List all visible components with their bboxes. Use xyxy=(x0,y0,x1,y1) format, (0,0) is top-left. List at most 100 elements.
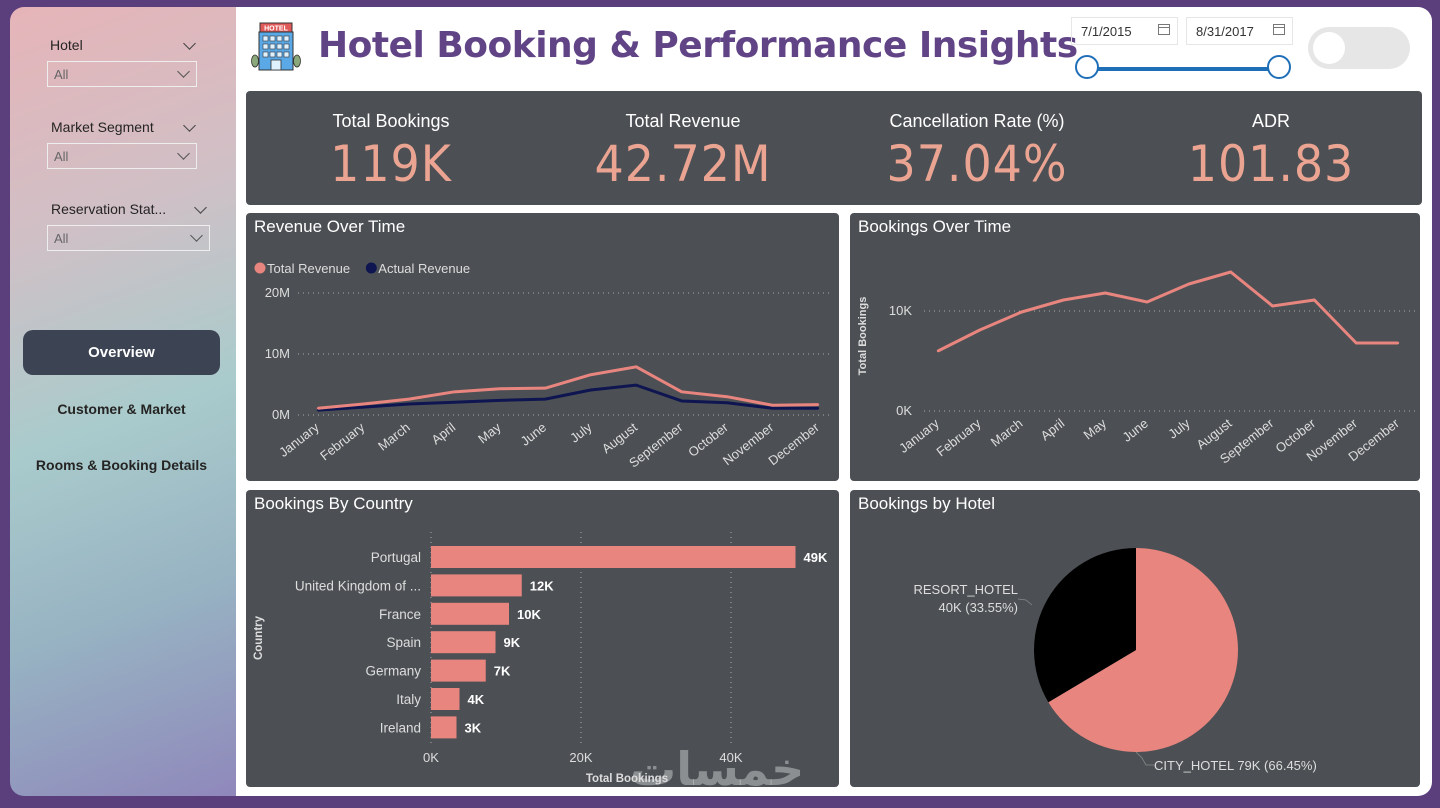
date-range-slider-track[interactable] xyxy=(1088,67,1278,71)
y-axis-title: Country xyxy=(253,615,265,660)
kpi-value: 101.83 xyxy=(1187,135,1355,193)
chevron-down-icon[interactable] xyxy=(194,201,207,214)
chevron-down-icon[interactable] xyxy=(183,119,196,132)
data-label: 3K xyxy=(465,720,482,735)
series-line-actual-revenue xyxy=(317,383,818,412)
calendar-icon[interactable] xyxy=(1273,24,1285,35)
market-segment-dropdown-value: All xyxy=(54,149,69,164)
reservation-status-slicer-label: Reservation Stat... xyxy=(51,201,167,217)
x-tick-label: January xyxy=(276,419,322,460)
chevron-down-icon[interactable] xyxy=(183,37,196,50)
date-range-end-handle[interactable] xyxy=(1267,55,1291,79)
data-point xyxy=(589,373,592,376)
end-date-value: 8/31/2017 xyxy=(1196,24,1254,39)
hotel-slicer-label: Hotel xyxy=(50,37,83,53)
hotel-dropdown[interactable]: All xyxy=(47,61,197,87)
hotel-building-icon: HOTEL xyxy=(251,22,301,71)
toggle-thumb[interactable] xyxy=(1313,32,1345,64)
nav-customer-market[interactable]: Customer & Market xyxy=(57,401,186,417)
nav-overview[interactable]: Overview xyxy=(23,330,220,375)
x-tick-label: 0K xyxy=(423,750,439,765)
bookings-over-time-card: Bookings Over Time 0K 10K January February M… xyxy=(850,213,1420,481)
kpi-label: Total Bookings xyxy=(332,111,450,131)
kpi-value: 42.72M xyxy=(594,135,772,193)
category-label: Italy xyxy=(396,692,421,707)
chevron-down-icon xyxy=(177,147,190,160)
data-point xyxy=(362,402,365,406)
data-label: 12K xyxy=(530,578,554,593)
data-label: 49K xyxy=(804,550,828,565)
date-range-start-handle[interactable] xyxy=(1075,55,1099,79)
data-point xyxy=(544,386,547,390)
data-label: 4K xyxy=(468,692,485,707)
calendar-icon[interactable] xyxy=(1158,24,1170,35)
nav-rooms-booking-details[interactable]: Rooms & Booking Details xyxy=(35,457,208,473)
series-line-total-revenue xyxy=(317,365,819,410)
market-segment-dropdown[interactable]: All xyxy=(47,143,197,169)
y-tick-label: 10M xyxy=(265,346,290,361)
chart-title: Bookings Over Time xyxy=(858,217,1012,236)
bookings-by-hotel-chart: CITY_HOTEL 79K (66.45%) RESORT_HOTEL 40K (… xyxy=(913,548,1317,773)
end-date-input[interactable]: 8/31/2017 xyxy=(1186,17,1293,45)
data-point xyxy=(1354,341,1358,345)
data-point xyxy=(680,399,683,403)
bar xyxy=(431,631,496,654)
theme-toggle[interactable] xyxy=(1308,27,1410,69)
data-point xyxy=(544,397,547,401)
data-label: 10K xyxy=(517,607,541,622)
pie-label-city-hotel: CITY_HOTEL 79K (66.45%) xyxy=(1154,758,1317,773)
bar xyxy=(431,574,522,597)
y-tick-label: 10K xyxy=(889,303,912,318)
legend-label: Total Revenue xyxy=(267,261,350,276)
start-date-input[interactable]: 7/1/2015 xyxy=(1071,17,1178,45)
y-tick-label: 0M xyxy=(272,407,290,422)
bar xyxy=(431,659,486,682)
x-tick-label: February xyxy=(933,415,984,459)
chart-title: Revenue Over Time xyxy=(254,217,406,236)
data-point xyxy=(634,365,638,369)
kpi-label: Total Revenue xyxy=(625,111,741,131)
kpi-label: ADR xyxy=(1251,111,1290,131)
x-tick-label: April xyxy=(428,419,458,447)
data-point xyxy=(453,390,456,394)
data-point xyxy=(498,399,502,402)
data-label: 9K xyxy=(504,635,521,650)
bar xyxy=(431,688,460,710)
data-point xyxy=(816,407,820,410)
x-tick-label: March xyxy=(988,416,1026,450)
watermark: خمسات xyxy=(630,742,805,796)
reservation-status-dropdown[interactable]: All xyxy=(47,225,210,251)
x-tick-label: May xyxy=(475,419,504,446)
pie-label-resort-hotel-value: 40K (33.55%) xyxy=(939,600,1019,615)
x-tick-label: March xyxy=(375,420,413,454)
x-tick-label: 40K xyxy=(719,750,742,765)
bar xyxy=(431,546,796,568)
kpi-value: 37.04% xyxy=(886,135,1068,193)
data-point xyxy=(725,395,729,398)
reservation-status-dropdown-value: All xyxy=(54,231,69,246)
hotel-dropdown-value: All xyxy=(54,67,69,82)
sidebar: Hotel All Market Segment All Reservation… xyxy=(10,7,236,796)
legend-marker xyxy=(365,262,377,274)
data-point xyxy=(407,397,411,401)
x-tick-label: July xyxy=(1165,415,1193,441)
data-point xyxy=(978,328,982,332)
chevron-down-icon xyxy=(190,229,203,242)
data-point xyxy=(1396,341,1400,345)
chart-title: Bookings by Hotel xyxy=(858,494,996,513)
x-tick-label: February xyxy=(317,419,368,463)
y-axis-title: Total Bookings xyxy=(857,297,869,376)
data-point xyxy=(816,403,820,406)
data-point xyxy=(1104,291,1107,295)
category-label: Ireland xyxy=(380,720,421,735)
revenue-over-time-card: Revenue Over Time 0M 10M 20M January Februar… xyxy=(246,213,839,481)
data-point xyxy=(407,402,411,406)
start-date-value: 7/1/2015 xyxy=(1081,24,1132,39)
data-point xyxy=(589,388,592,392)
y-tick-label: 20M xyxy=(265,285,290,300)
kpi-label: Cancellation Rate (%) xyxy=(889,111,1065,131)
pie-slice-city-hotel xyxy=(1048,548,1238,752)
data-point xyxy=(1020,310,1023,314)
